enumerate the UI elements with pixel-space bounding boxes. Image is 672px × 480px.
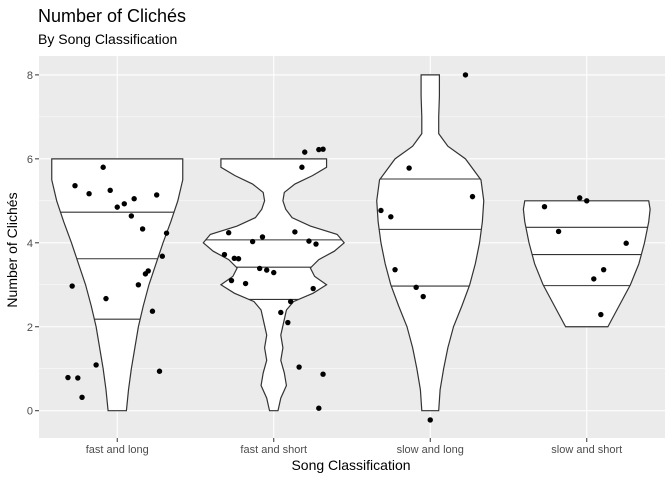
data-point [420,293,426,300]
data-point [69,283,75,289]
y-tick-label: 6 [27,154,33,166]
data-point [79,394,85,400]
data-point [600,266,607,273]
data-point [225,230,232,236]
data-point [100,164,106,170]
data-point [256,265,263,272]
violin-slow-and-short [522,200,651,328]
data-point [316,405,322,411]
data-point [75,375,81,381]
data-point [131,196,137,202]
violin-fast-and-long [51,158,184,412]
data-point [86,190,92,197]
data-point [264,267,270,273]
data-point [259,234,266,240]
x-tick-label: fast and long [86,444,149,456]
chart-title: Number of Clichés [38,6,186,26]
data-point [103,295,109,302]
data-point [598,311,604,318]
data-point [128,213,135,219]
x-tick-label: slow and long [397,444,464,456]
data-point [378,207,384,214]
y-tick-label: 8 [27,70,33,82]
data-point [135,282,142,288]
points-layer [65,72,629,423]
data-point [541,204,548,210]
x-tick-label: fast and short [240,444,307,456]
data-point [163,230,170,236]
data-point [65,374,71,381]
data-point [584,198,590,204]
data-point [577,195,583,201]
data-point [107,187,113,194]
data-point [392,266,398,273]
data-point [228,277,235,284]
data-point [427,417,433,423]
data-point [292,229,298,235]
data-point [114,204,120,210]
data-point [623,240,629,246]
data-point [320,146,326,152]
data-point [249,238,256,245]
data-point [313,241,319,247]
y-tick-label: 0 [27,406,33,418]
data-point [242,280,249,287]
data-point [235,256,242,262]
data-point [231,255,238,262]
data-point [72,183,78,189]
data-point [413,284,419,290]
data-point [142,271,149,277]
data-point [555,228,562,235]
data-point [306,238,312,244]
y-tick-label: 4 [27,238,33,250]
y-axis: 0 2 4 6 8 [27,70,39,418]
data-point [287,298,294,305]
data-point [591,276,597,282]
data-point [299,164,305,170]
y-axis-title: Number of Clichés [4,192,20,307]
data-point [153,192,160,198]
data-point [156,368,163,374]
data-point [93,362,99,368]
x-tick-label: slow and short [551,444,622,456]
data-point [316,146,322,153]
data-point [388,214,394,220]
data-point [302,149,308,155]
data-point [406,165,412,171]
violin-slow-and-long [376,74,485,412]
y-tick-label: 2 [27,322,33,334]
data-point [320,371,326,377]
data-point [462,72,469,78]
data-point [271,269,277,276]
x-axis: fast and long fast and short slow and long… [86,438,622,456]
data-point [221,251,228,258]
data-point [139,226,146,232]
violin-fast-and-short [202,158,346,412]
x-axis-title: Song Classification [291,457,410,473]
violins-layer [51,74,651,412]
data-point [285,319,291,326]
data-point [149,308,156,314]
data-point [296,364,302,370]
chart-subtitle: By Song Classification [38,31,177,47]
data-point [159,253,166,259]
data-point [278,309,284,316]
data-point [310,285,316,292]
data-point [121,201,127,207]
data-point [469,193,476,200]
